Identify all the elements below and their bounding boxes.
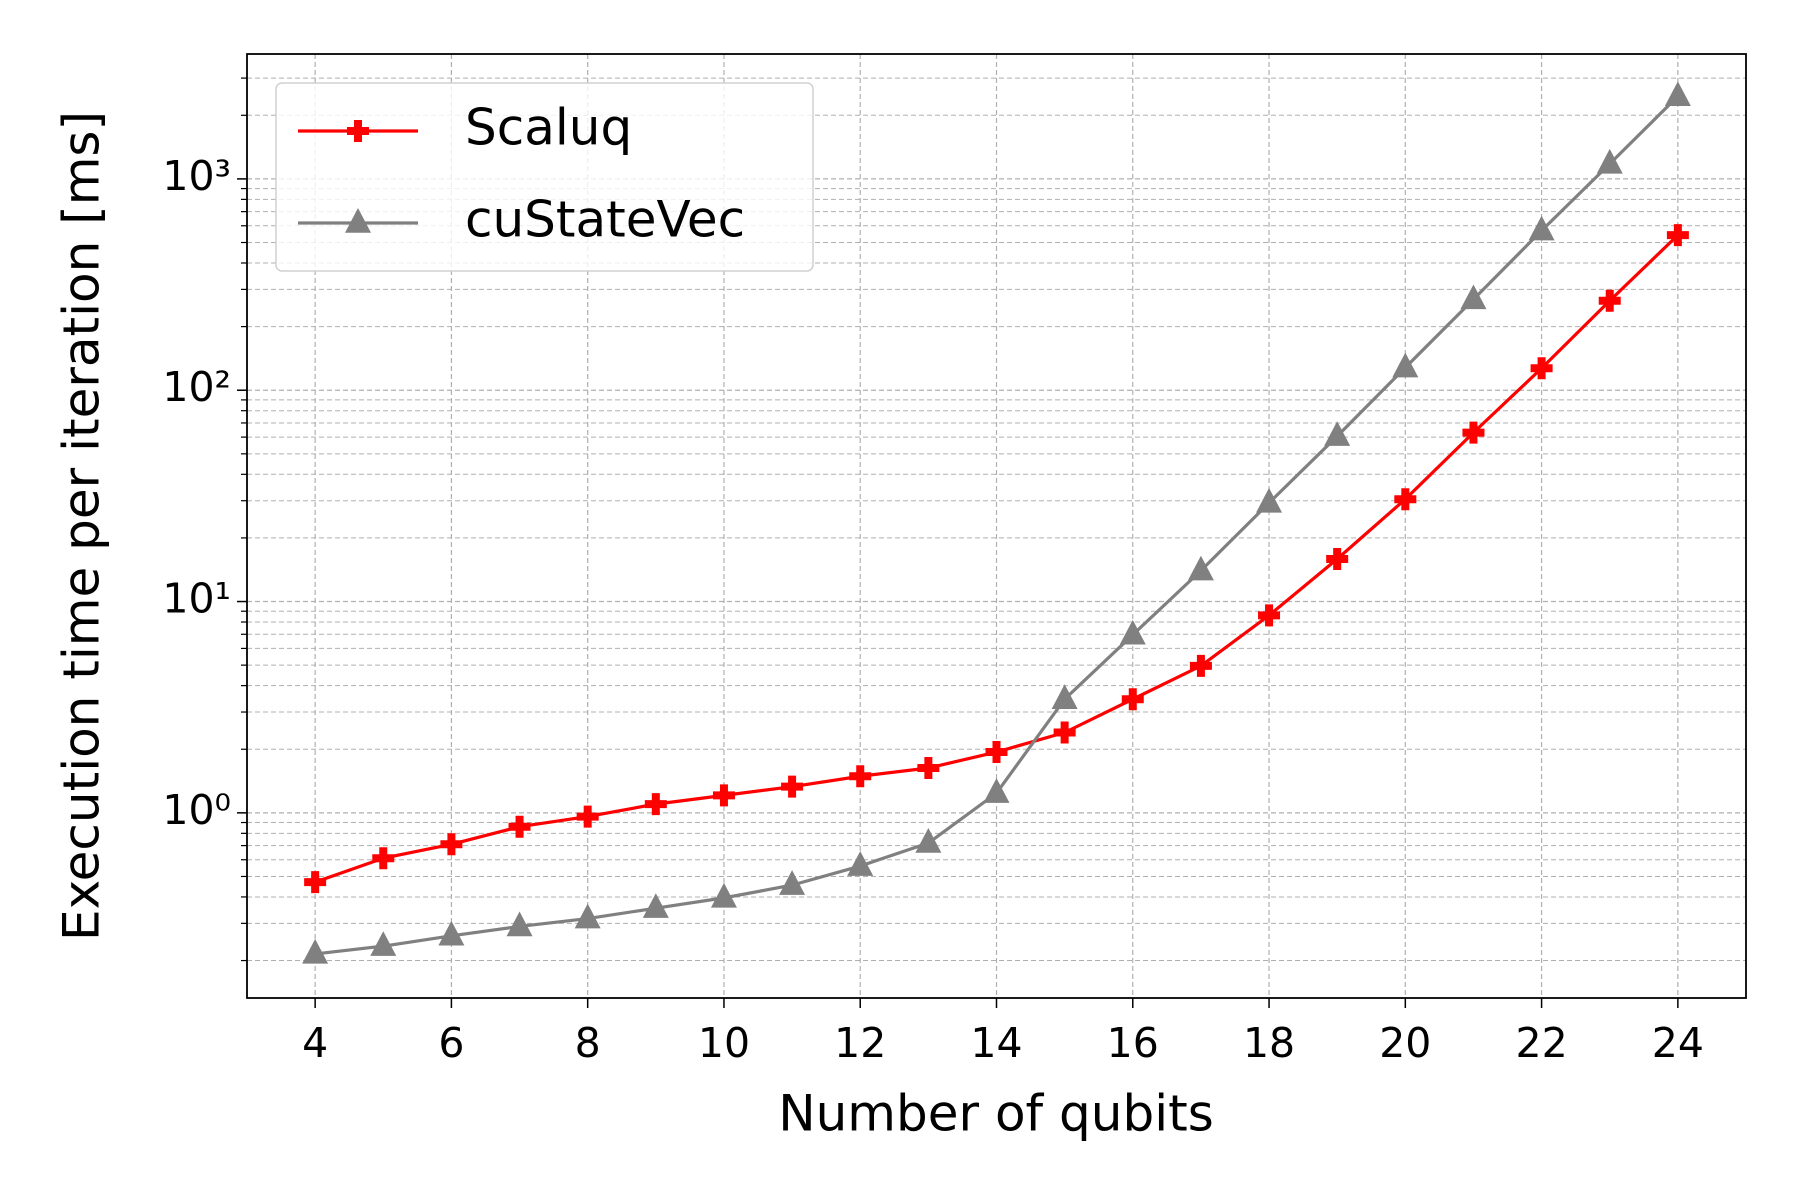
- x-tick-label: 20: [1379, 1019, 1431, 1067]
- marker: [983, 778, 1010, 803]
- x-tick-label: 6: [438, 1019, 464, 1067]
- legend-label: Scaluq: [465, 99, 632, 157]
- marker: [1053, 721, 1076, 744]
- marker: [576, 805, 599, 828]
- plot-frame: [246, 53, 1747, 999]
- marker: [1664, 81, 1691, 107]
- marker: [1666, 224, 1689, 247]
- y-tick-label: 10³: [162, 152, 231, 200]
- marker: [1596, 148, 1623, 174]
- marker: [574, 903, 601, 929]
- y-tick-label: 10²: [162, 363, 231, 411]
- x-tick-label: 14: [970, 1019, 1022, 1067]
- marker: [1394, 488, 1417, 511]
- legend-marker: [345, 208, 371, 233]
- x-tick-label: 10: [698, 1019, 750, 1067]
- marker: [438, 920, 465, 946]
- marker: [1460, 284, 1487, 310]
- x-tick-label: 12: [834, 1019, 886, 1067]
- x-tick-label: 4: [302, 1019, 328, 1067]
- marker: [1256, 487, 1283, 513]
- marker: [847, 851, 874, 876]
- marker: [304, 871, 327, 894]
- marker: [370, 931, 397, 956]
- x-tick-label: 22: [1516, 1019, 1568, 1067]
- marker: [1598, 289, 1621, 312]
- y-axis-label: Execution time per iteration [ms]: [53, 111, 111, 941]
- marker: [712, 784, 735, 807]
- legend-marker: [347, 120, 369, 142]
- marker: [644, 793, 667, 816]
- marker: [642, 893, 669, 918]
- marker: [1326, 547, 1349, 570]
- x-tick-label: 16: [1107, 1019, 1159, 1067]
- x-tick-label: 8: [575, 1019, 601, 1067]
- y-tick-label: 10¹: [162, 575, 231, 623]
- marker: [1392, 352, 1419, 378]
- marker: [849, 765, 872, 788]
- marker: [1121, 688, 1144, 711]
- marker: [1119, 619, 1146, 645]
- marker: [302, 938, 329, 964]
- marker: [1324, 421, 1351, 446]
- marker: [710, 882, 737, 908]
- marker: [1258, 604, 1281, 627]
- marker: [915, 828, 942, 853]
- marker: [1528, 215, 1555, 241]
- x-tick-label: 24: [1652, 1019, 1704, 1067]
- marker: [1051, 684, 1078, 709]
- marker: [372, 847, 395, 870]
- marker: [1189, 654, 1212, 677]
- x-axis-label: Number of qubits: [778, 1085, 1214, 1143]
- marker: [779, 870, 806, 895]
- marker: [917, 757, 940, 780]
- marker: [985, 741, 1008, 764]
- marker: [1187, 555, 1214, 581]
- marker: [1462, 421, 1485, 444]
- marker: [781, 775, 804, 798]
- marker: [1530, 357, 1553, 380]
- marker: [508, 815, 531, 838]
- legend-label: cuStateVec: [465, 191, 745, 249]
- x-tick-label: 18: [1243, 1019, 1295, 1067]
- y-tick-label: 10⁰: [162, 786, 231, 834]
- marker: [506, 911, 533, 937]
- marker: [440, 833, 463, 856]
